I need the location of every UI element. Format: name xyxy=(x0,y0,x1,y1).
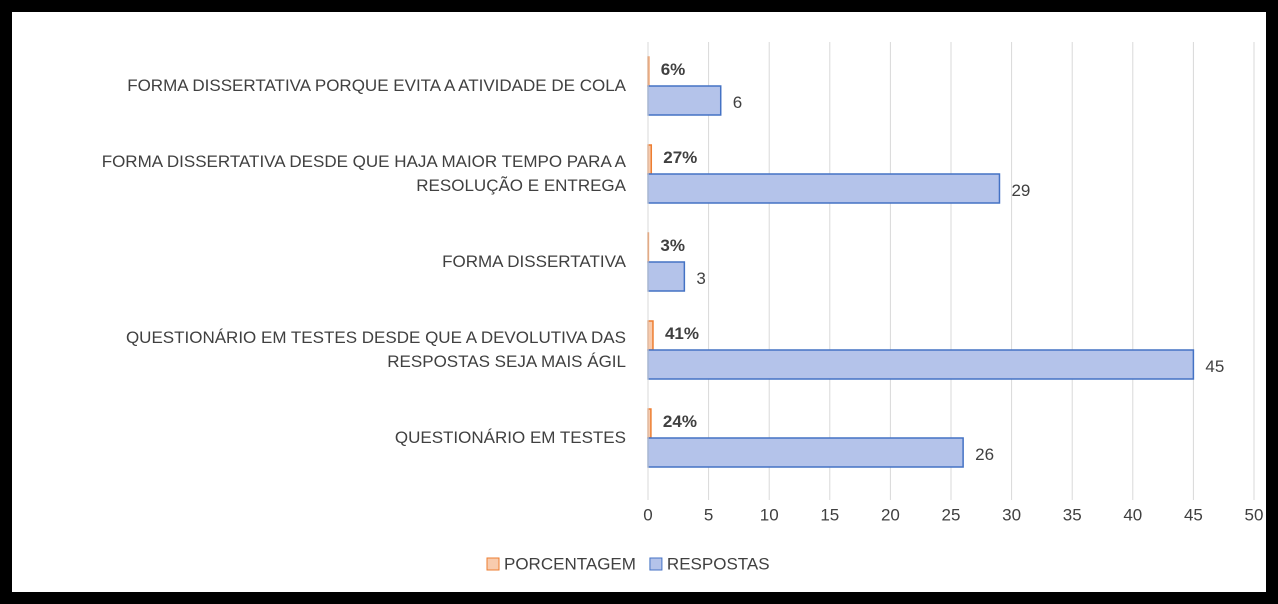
legend-label: PORCENTAGEM xyxy=(504,554,636,573)
x-tick-label: 0 xyxy=(643,505,652,524)
data-label: 24% xyxy=(663,412,697,431)
legend-swatch xyxy=(486,557,500,571)
category-label: QUESTIONÁRIO EM TESTES xyxy=(394,428,626,447)
legend-swatch xyxy=(649,557,663,571)
data-label: 41% xyxy=(665,324,699,343)
x-tick-label: 10 xyxy=(760,505,779,524)
bar xyxy=(647,261,686,292)
x-tick-label: 45 xyxy=(1184,505,1203,524)
bar xyxy=(647,173,1001,204)
category-label: QUESTIONÁRIO EM TESTES DESDE QUE A DEVOL… xyxy=(125,328,626,371)
x-tick-label: 50 xyxy=(1245,505,1264,524)
category-label: FORMA DISSERTATIVA DESDE QUE HAJA MAIOR … xyxy=(101,152,626,195)
category-label: FORMA DISSERTATIVA PORQUE EVITA A ATIVID… xyxy=(127,76,626,95)
category-label: FORMA DISSERTATIVA xyxy=(442,252,626,271)
x-tick-label: 5 xyxy=(704,505,713,524)
data-label: 45 xyxy=(1205,357,1224,376)
x-tick-label: 15 xyxy=(820,505,839,524)
data-label: 27% xyxy=(663,148,697,167)
x-tick-label: 20 xyxy=(881,505,900,524)
bar xyxy=(647,437,964,468)
data-label: 3% xyxy=(660,236,685,255)
data-label: 26 xyxy=(975,445,994,464)
legend-label: RESPOSTAS xyxy=(667,554,770,573)
x-tick-label: 30 xyxy=(1002,505,1021,524)
bar xyxy=(647,85,722,116)
x-tick-label: 40 xyxy=(1123,505,1142,524)
data-label: 6% xyxy=(661,60,686,79)
data-label: 6 xyxy=(733,93,742,112)
bar xyxy=(647,349,1195,380)
x-tick-label: 35 xyxy=(1063,505,1082,524)
x-tick-label: 25 xyxy=(942,505,961,524)
data-label: 3 xyxy=(696,269,705,288)
data-label: 29 xyxy=(1011,181,1030,200)
bar xyxy=(647,320,654,351)
